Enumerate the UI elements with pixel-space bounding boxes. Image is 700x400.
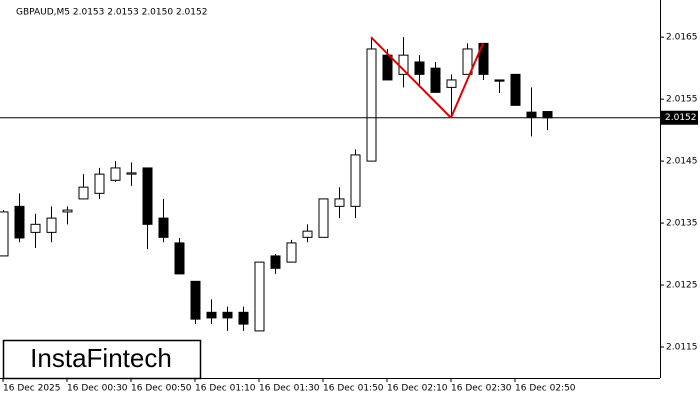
candle-body: [30, 223, 41, 233]
candle-body: [158, 217, 169, 238]
y-tick-label: 2.0125: [666, 281, 698, 291]
candle-body: [302, 230, 313, 238]
candle-body: [398, 54, 409, 75]
y-tick-label: 2.0135: [666, 219, 698, 229]
candle-body: [62, 209, 73, 213]
candle-body: [46, 217, 57, 233]
candle-body: [0, 211, 9, 257]
candle-body: [222, 311, 233, 319]
candle-body: [238, 311, 249, 325]
candle-body: [254, 261, 265, 332]
current-price-box: [661, 110, 698, 125]
candle-body: [430, 67, 441, 93]
x-tick-label: 16 Dec 02:30: [451, 384, 512, 394]
x-tick-label: 16 Dec 01:30: [259, 384, 320, 394]
y-tick-label: 2.0165: [666, 33, 698, 43]
candle-body: [446, 79, 457, 88]
x-tick-label: 16 Dec 01:50: [323, 384, 384, 394]
candle-body: [206, 311, 217, 319]
candle-body: [494, 79, 505, 82]
candle-body: [366, 48, 377, 162]
y-tick-label: 2.0155: [666, 95, 698, 105]
candle-body: [174, 242, 185, 275]
candle-body: [462, 48, 473, 75]
x-tick-label: 16 Dec 01:10: [195, 384, 256, 394]
chart-title: GBPAUD,M5 2.0153 2.0153 2.0150 2.0152: [16, 8, 207, 18]
candle-body: [286, 242, 297, 263]
candle-body: [142, 167, 153, 225]
x-tick-label: 16 Dec 2025: [3, 384, 61, 394]
y-tick-label: 2.0145: [666, 157, 698, 167]
x-tick-label: 16 Dec 02:50: [515, 384, 576, 394]
candle-body: [270, 255, 281, 269]
current-price-label: 2.0152: [665, 113, 697, 123]
pattern-line: [370, 36, 452, 119]
candle-body: [542, 111, 553, 119]
y-tick-label: 2.0115: [666, 343, 698, 353]
candle-body: [350, 154, 361, 207]
candle-body: [14, 205, 25, 239]
x-tick-label: 16 Dec 02:10: [387, 384, 448, 394]
candle-body: [382, 54, 393, 81]
candle-body: [414, 61, 425, 75]
candle-body: [478, 42, 489, 75]
x-tick-label: 16 Dec 00:30: [67, 384, 128, 394]
candle-body: [334, 198, 345, 207]
candle-body: [94, 173, 105, 194]
x-tick-label: 16 Dec 00:50: [131, 384, 192, 394]
candle-body: [526, 111, 537, 118]
candle-body: [190, 280, 201, 320]
candle-body: [78, 186, 89, 200]
logo: InstaFintech: [30, 343, 172, 373]
pattern-line: [450, 42, 484, 119]
candle-body: [510, 73, 521, 106]
plot: [0, 36, 660, 332]
candle-body: [318, 198, 329, 238]
candle-body: [126, 172, 137, 175]
logo-box: [2, 339, 202, 380]
candle-body: [110, 167, 121, 181]
